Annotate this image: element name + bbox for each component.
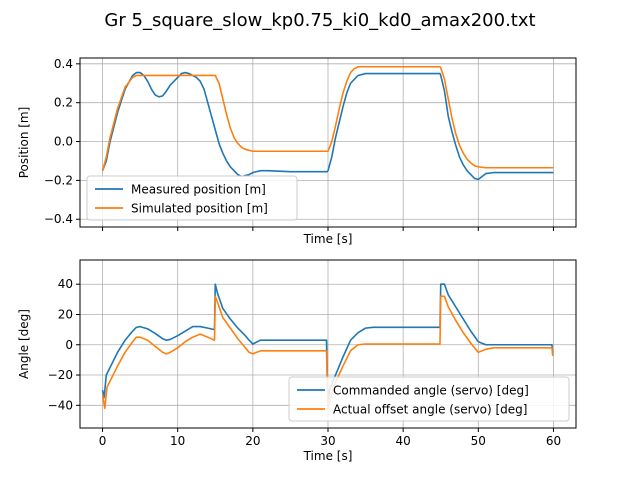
x-tick-label: 0 — [99, 434, 107, 448]
y-axis-label: Angle [deg] — [17, 309, 31, 379]
series-line-1 — [101, 283, 554, 404]
x-tick-label: 50 — [471, 434, 486, 448]
legend-box — [86, 175, 298, 221]
y-tick-label: 0 — [65, 338, 73, 352]
y-tick-label: 0.2 — [54, 96, 73, 110]
x-tick-label: 60 — [546, 434, 561, 448]
y-tick-label: −0.2 — [44, 173, 73, 187]
angle-subplot: 0 10 20 30 40 50 60 −40 −20 0 20 40 Time [s] Angle [d… — [17, 259, 577, 463]
legend-label-2: Simulated position [m] — [131, 202, 268, 216]
legend-label-2: Actual offset angle (servo) [deg] — [333, 403, 527, 417]
y-tick-label: 0.0 — [54, 135, 73, 149]
x-axis-label: Time [s] — [303, 449, 353, 463]
legend-label-1: Measured position [m] — [131, 183, 266, 197]
legend-label-1: Commanded angle (servo) [deg] — [333, 384, 529, 398]
y-tick-label: 0.4 — [54, 57, 73, 71]
y-tick-label: −20 — [48, 368, 73, 382]
legend-box — [288, 376, 570, 422]
x-tick-label: 10 — [170, 434, 185, 448]
x-tick-label: 40 — [396, 434, 411, 448]
y-tick-label: −0.4 — [44, 212, 73, 226]
y-tick-label: 40 — [58, 277, 73, 291]
position-subplot: −0.4 −0.2 0.0 0.2 0.4 Time [s] Position [m] Mea… — [17, 57, 577, 246]
series-line-2 — [101, 295, 554, 411]
figure-title: Gr 5_square_slow_kp0.75_ki0_kd0_amax200.… — [104, 10, 535, 31]
series-line-2 — [101, 65, 554, 171]
y-axis-label: Position [m] — [17, 107, 31, 179]
y-tick-label: −40 — [48, 398, 73, 412]
y-tick-label: 20 — [58, 307, 73, 321]
legend: Commanded angle (servo) [deg] Actual offs… — [288, 376, 570, 422]
legend: Measured position [m] Simulated position … — [86, 175, 298, 221]
x-tick-label: 20 — [245, 434, 260, 448]
x-axis-label: Time [s] — [303, 232, 353, 246]
x-tick-label: 30 — [320, 434, 335, 448]
